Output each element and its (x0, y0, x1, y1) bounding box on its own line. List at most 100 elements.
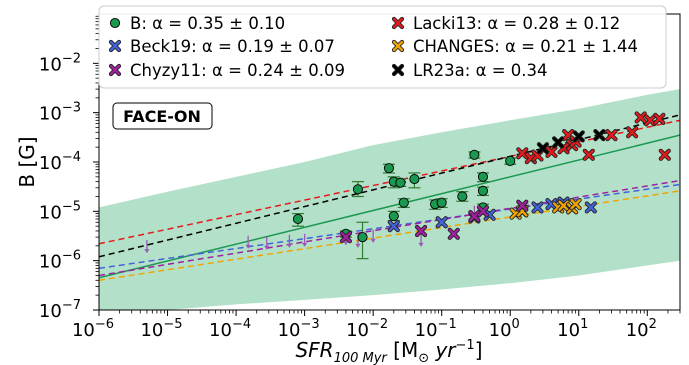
point-chyzy11 (414, 224, 428, 238)
point-b (292, 213, 304, 225)
point-b (383, 163, 394, 174)
x-tick-label: 10−6 (72, 317, 114, 341)
point-lacki13 (605, 129, 618, 142)
x-tick-label: 10−1 (415, 317, 457, 341)
legend-marker-chyzy11-stroke (109, 64, 121, 76)
point-lacki13 (516, 147, 529, 160)
legend-marker-changes-stroke (392, 40, 404, 52)
point-b (357, 232, 368, 243)
face-on-label: FACE-ON (123, 107, 201, 126)
legend-label-beck19: Beck19: α = 0.19 ± 0.07 (130, 37, 335, 56)
legend-marker-b (109, 17, 121, 29)
point-b (352, 184, 363, 195)
point-lr23a-stroke (537, 143, 549, 154)
point-lacki13-stroke (635, 112, 646, 123)
legend: B: α = 0.35 ± 0.10 Lacki13: α = 0.28 ± 0.… (98, 5, 667, 89)
point-lr23a (536, 142, 550, 155)
point-chyzy11 (516, 199, 529, 212)
point-changes (569, 198, 582, 211)
point-lacki13-stroke (606, 129, 617, 141)
point-beck19 (531, 201, 544, 214)
limit-arrowhead-chyzy11-upper-limits (370, 238, 376, 243)
point-chyzy11-stroke (448, 228, 459, 240)
limit-arrowhead-chyzy11-upper-limits (355, 243, 361, 248)
x-tick-label: 10−3 (278, 317, 320, 341)
y-axis-label: B [G] (15, 136, 39, 187)
point-b (469, 149, 480, 160)
point-lacki13-stroke (583, 149, 594, 160)
point-changes (557, 199, 570, 212)
point-beck19-stroke (585, 202, 597, 213)
limit-arrowhead-chyzy11-upper-limits (343, 241, 349, 246)
x-axis-label: SFR100 Myr [M⊙ yr−1] (295, 338, 482, 365)
legend-label-lacki13: Lacki13: α = 0.28 ± 0.12 (413, 14, 620, 33)
y-tick-label: 10−4 (39, 150, 81, 174)
point-b (505, 155, 516, 167)
limit-arrowhead-chyzy11-upper-limits (245, 244, 251, 249)
y-tick-label: 10−3 (39, 101, 81, 125)
point-beck19 (387, 220, 400, 233)
point-lacki13 (653, 112, 666, 125)
point-chyzy11-stroke (517, 200, 528, 211)
point-lacki13 (625, 126, 639, 139)
point-lacki13-stroke (654, 113, 665, 125)
point-lr23a-stroke (594, 129, 605, 141)
point-lacki13-stroke (546, 146, 557, 158)
point-lr23a-stroke (552, 137, 564, 148)
x-tick-label: 100 (489, 317, 520, 341)
x-tick-label: 10−5 (140, 317, 182, 341)
point-chyzy11-stroke (469, 210, 480, 222)
limit-arrowhead-chyzy11-upper-limits (264, 245, 270, 250)
point-b (395, 177, 406, 188)
point-lacki13-stroke (644, 115, 656, 126)
legend-marker-chyzy11 (108, 63, 122, 77)
point-beck19 (483, 208, 496, 221)
point-b (388, 211, 399, 222)
data-points (292, 111, 671, 244)
point-b (457, 191, 468, 202)
legend-label-changes: CHANGES: α = 0.21 ± 1.44 (413, 37, 638, 56)
legend-label-b: B: α = 0.35 ± 0.10 (130, 14, 285, 33)
legend-marker-beck19 (108, 39, 122, 53)
legend-marker-beck19-stroke (109, 40, 121, 52)
point-b (409, 174, 420, 185)
legend-label-chyzy11: Chyzy11: α = 0.24 ± 0.09 (130, 61, 345, 80)
point-lacki13 (634, 111, 647, 124)
x-tick-label: 10−2 (346, 317, 388, 341)
limit-arrowhead-chyzy11-upper-limits (418, 242, 424, 247)
point-lacki13-stroke (517, 148, 528, 159)
limit-arrowhead-chyzy11-upper-limits (144, 249, 150, 254)
point-b (477, 171, 489, 182)
point-chyzy11 (447, 227, 460, 240)
legend-marker-changes (391, 39, 405, 53)
legend-label-lr23a: LR23a: α = 0.34 (413, 61, 548, 80)
confidence-band (99, 89, 680, 310)
legend-box (98, 5, 667, 89)
axis-ticks: 10−6 10−5 10−4 10−3 10−2 10−1 100 101 10210−710−… (39, 15, 681, 341)
face-on-annotation: FACE-ON (112, 102, 213, 130)
legend-marker-lacki13-stroke (392, 17, 404, 29)
point-chyzy11-stroke (477, 206, 489, 217)
point-b (398, 197, 409, 208)
point-chyzy11-stroke (340, 231, 352, 243)
point-b (477, 185, 489, 196)
y-tick-label: 10−6 (39, 249, 81, 273)
legend-marker-lr23a (391, 63, 405, 77)
point-lacki13 (545, 145, 558, 159)
plot-area (99, 89, 680, 310)
point-changes-stroke (558, 200, 569, 211)
point-lacki13 (658, 148, 671, 161)
legend-marker-lr23a-stroke (392, 64, 404, 76)
point-beck19-stroke (532, 202, 543, 213)
point-lr23a-stroke (573, 131, 584, 142)
point-chyzy11 (476, 205, 490, 218)
limit-arrowhead-chyzy11-upper-limits (302, 242, 308, 247)
y-tick-label: 10−7 (39, 298, 81, 322)
band-area (99, 89, 680, 310)
y-tick-label: 10−5 (39, 199, 81, 223)
point-lr23a (593, 129, 606, 142)
point-beck19-stroke (484, 209, 495, 221)
fit-line-beck19 (99, 183, 680, 270)
point-changes-stroke (570, 198, 581, 210)
